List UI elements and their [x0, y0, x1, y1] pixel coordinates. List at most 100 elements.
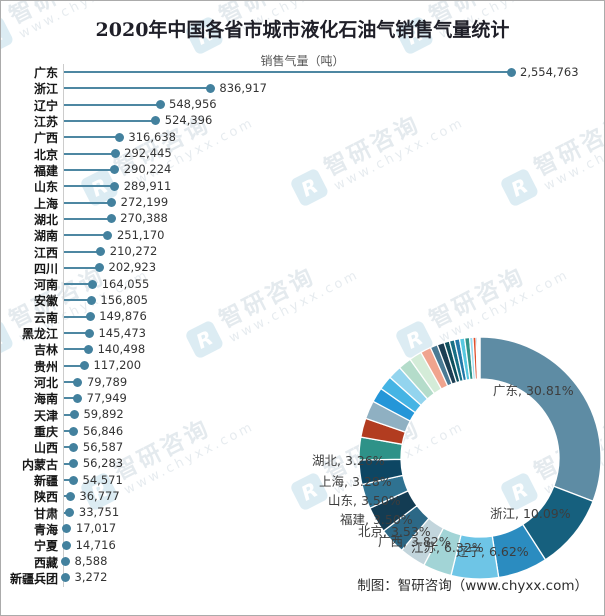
bar-value-label: 117,200: [93, 358, 142, 373]
bar-category-label: 福建: [33, 163, 58, 178]
bar-dot: [69, 410, 79, 420]
bar-value-label: 56,283: [82, 456, 124, 471]
bar-value-label: 3,272: [74, 570, 108, 585]
bar-value-label: 149,876: [99, 309, 147, 324]
bar-value-label: 251,170: [116, 227, 165, 242]
bar-category-label: 湖南: [33, 229, 58, 244]
bar-line: [64, 234, 108, 237]
bar-category-label: 广西: [33, 131, 58, 146]
bar-dot: [62, 524, 72, 534]
bar-category-label: 宁夏: [33, 539, 58, 554]
bar-dot: [86, 295, 96, 305]
bar-line: [64, 315, 91, 318]
bar-line: [64, 201, 112, 204]
bar-dot: [69, 475, 79, 485]
bar-line: [64, 462, 74, 465]
bar-line: [64, 87, 211, 90]
bar-line: [64, 250, 101, 253]
bar-value-label: 210,272: [109, 244, 158, 259]
bar-line: [64, 266, 100, 269]
bar-value-label: 140,498: [97, 341, 146, 356]
bar-line: [64, 332, 90, 335]
bar-category-label: 江苏: [33, 114, 58, 129]
chart-unit-subtitle: 销售气量（吨）: [260, 54, 345, 68]
bar-dot: [65, 508, 75, 518]
bar-line: [64, 364, 85, 367]
bar-category-label: 西藏: [33, 555, 58, 570]
bar-value-label: 77,949: [86, 390, 127, 405]
bar-line: [64, 479, 74, 481]
bar-dot: [103, 230, 113, 240]
bar-line: [64, 299, 92, 302]
donut-slice-label: 福建, 3.50%: [340, 512, 413, 527]
bar-value-label: 156,805: [100, 292, 148, 307]
bar-dot: [65, 491, 75, 501]
bar-dot: [88, 279, 98, 289]
bar-line: [64, 185, 115, 188]
bar-category-label: 云南: [33, 310, 58, 325]
bar-dot: [69, 459, 79, 469]
bar-value-label: 292,445: [124, 146, 172, 161]
bar-value-label: 54,571: [82, 472, 123, 487]
bar-value-label: 17,017: [75, 521, 117, 536]
bar-value-label: 270,388: [120, 211, 168, 226]
donut-slice-label: 广东, 30.81%: [493, 383, 574, 398]
bar-line: [64, 446, 74, 449]
bar-category-label: 北京: [33, 147, 58, 162]
bar-category-label: 上海: [33, 196, 58, 211]
bar-value-label: 33,751: [78, 505, 120, 520]
bar-category-label: 辽宁: [33, 98, 58, 113]
donut-slice-label: 上海, 3.28%: [319, 474, 392, 489]
bar-dot: [84, 328, 94, 338]
bar-dot: [506, 67, 516, 77]
bar-category-label: 海南: [33, 392, 58, 407]
donut-chart: [358, 336, 602, 580]
donut-slice-label: 浙江, 10.09%: [490, 506, 571, 521]
bar-dot: [84, 344, 94, 354]
bar-dot: [69, 442, 79, 452]
bar-category-label: 山东: [33, 180, 58, 195]
bar-category-label: 江西: [33, 245, 58, 260]
bar-category-label: 四川: [33, 261, 58, 276]
bar-value-label: 202,923: [108, 260, 157, 275]
bar-category-label: 安徽: [33, 294, 58, 309]
bar-dot: [106, 214, 116, 224]
bar-line: [64, 119, 156, 122]
bar-category-label: 山西: [33, 441, 58, 456]
bar-line: [64, 348, 89, 351]
donut-slice-label: 江苏, 6.32%: [411, 540, 484, 555]
bar-category-label: 重庆: [33, 425, 58, 440]
bar-line: [64, 103, 161, 106]
bar-category-label: 河南: [33, 278, 58, 293]
bar-category-label: 内蒙古: [21, 457, 58, 472]
bar-dot: [205, 83, 215, 93]
bar-value-label: 290,224: [123, 162, 172, 177]
bar-category-label: 青海: [33, 522, 58, 537]
bar-value-label: 59,892: [83, 407, 124, 422]
bar-value-label: 79,789: [86, 374, 128, 389]
bar-line: [64, 152, 116, 155]
bar-category-label: 河北: [33, 376, 58, 391]
bar-dot: [110, 165, 120, 175]
bar-category-label: 黑龙江: [21, 327, 58, 342]
bar-dot: [73, 393, 83, 403]
bar-line: [64, 217, 112, 220]
bar-dot: [155, 100, 165, 110]
bar-dot: [61, 557, 70, 567]
bar-category-label: 新疆: [33, 474, 58, 488]
bar-dot: [96, 247, 106, 257]
bar-category-label: 浙江: [33, 82, 58, 97]
footer-credit: 制图：智研咨询（www.chyxx.com）: [357, 578, 588, 594]
bar-dot: [61, 573, 70, 583]
category-axis-line: [63, 64, 64, 587]
bar-dot: [107, 198, 117, 208]
bar-value-label: 2,554,763: [520, 64, 579, 79]
bar-category-label: 吉林: [33, 343, 58, 358]
bar-line: [64, 381, 78, 384]
bar-category-label: 甘肃: [33, 506, 58, 521]
donut-slice-label: 广西, 3.82%: [378, 534, 451, 549]
bar-dot: [110, 149, 120, 159]
bar-dot: [69, 426, 79, 436]
bar-value-label: 36,777: [79, 488, 120, 503]
